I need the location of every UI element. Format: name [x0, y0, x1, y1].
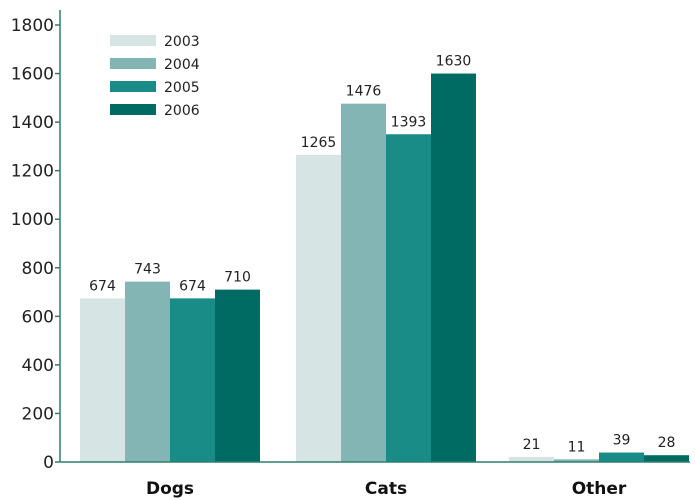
- legend-item-2006: 2006: [110, 103, 200, 119]
- bar-cats-2004: [341, 103, 386, 462]
- data-label-cats-2003: 1265: [301, 135, 337, 151]
- bar-dogs-2003: [80, 298, 125, 462]
- x-category-label: Other: [572, 479, 627, 499]
- data-label-dogs-2005: 674: [179, 278, 206, 294]
- y-tick-label: 600: [22, 307, 54, 327]
- data-label-dogs-2003: 674: [89, 278, 116, 294]
- legend: 2003 2004 2005 2006: [110, 34, 200, 119]
- bar-dogs-2005: [170, 298, 215, 462]
- y-tick-label: 1200: [11, 162, 54, 182]
- legend-label: 2005: [164, 80, 200, 96]
- legend-item-2004: 2004: [110, 57, 200, 73]
- bar-cats-2005: [386, 134, 431, 462]
- data-label-other-2004: 11: [568, 439, 586, 455]
- y-tick-label: 1800: [11, 16, 54, 36]
- legend-swatch: [110, 58, 156, 69]
- data-labels: 674 743 674 710 1265 1476 1393 1630 21 11 39 28: [89, 54, 675, 456]
- y-tick-label: 400: [22, 356, 54, 376]
- legend-label: 2006: [164, 103, 200, 119]
- y-tick-label: 1600: [11, 65, 54, 85]
- y-tick-label: 0: [43, 453, 54, 473]
- bars: [80, 73, 689, 463]
- legend-item-2005: 2005: [110, 80, 200, 96]
- bar-other-2005: [599, 452, 644, 462]
- data-label-cats-2005: 1393: [391, 114, 427, 130]
- bar-cats-2006: [431, 73, 476, 463]
- bar-cats-2003: [296, 154, 341, 462]
- y-tick-label: 1000: [11, 210, 54, 230]
- legend-label: 2003: [164, 34, 200, 50]
- y-axis: 0 200 400 600 800 1000 1200 1400 1600 1800: [11, 10, 61, 473]
- bar-other-2003: [509, 456, 554, 462]
- legend-label: 2004: [164, 57, 200, 73]
- bar-dogs-2004: [125, 281, 170, 462]
- data-label-other-2005: 39: [613, 433, 631, 449]
- data-label-dogs-2006: 710: [224, 270, 251, 286]
- data-label-other-2006: 28: [658, 435, 676, 451]
- bar-other-2004: [554, 459, 599, 462]
- data-label-dogs-2004: 743: [134, 262, 161, 278]
- bar-other-2006: [644, 455, 689, 462]
- x-category-label: Cats: [365, 479, 407, 499]
- data-label-other-2003: 21: [523, 437, 541, 453]
- data-label-cats-2004: 1476: [346, 84, 382, 100]
- y-tick-label: 1400: [11, 113, 54, 133]
- legend-swatch: [110, 81, 156, 92]
- bar-dogs-2006: [215, 289, 260, 462]
- legend-swatch: [110, 104, 156, 115]
- y-tick-label: 200: [22, 404, 54, 424]
- legend-item-2003: 2003: [110, 34, 200, 50]
- x-axis: Dogs Cats Other: [60, 461, 690, 499]
- x-category-label: Dogs: [146, 479, 194, 499]
- y-tick-label: 800: [22, 259, 54, 279]
- legend-swatch: [110, 35, 156, 46]
- data-label-cats-2006: 1630: [436, 54, 472, 70]
